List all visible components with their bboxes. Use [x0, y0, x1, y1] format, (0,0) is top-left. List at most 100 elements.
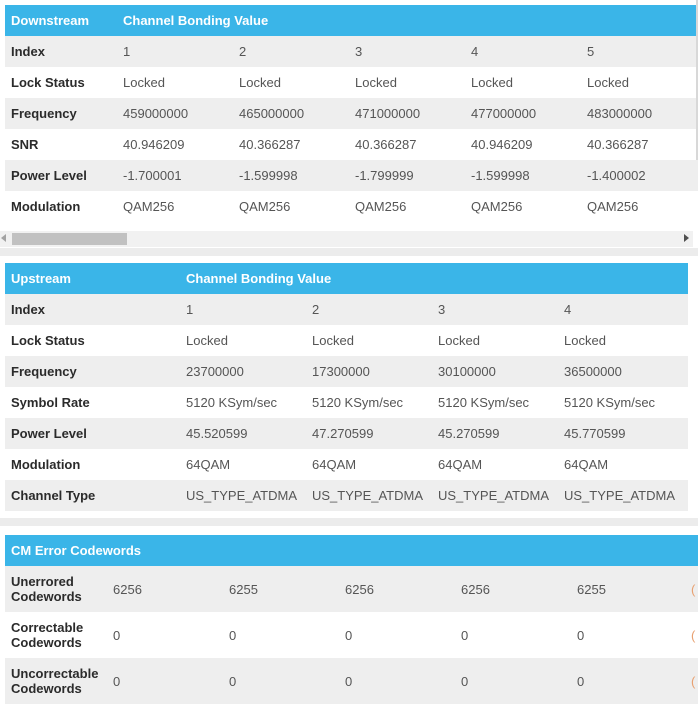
downstream-title: Downstream	[5, 5, 121, 36]
row-label: Frequency	[5, 98, 121, 129]
error-codewords-header-row: CM Error Codewords	[5, 535, 698, 566]
table-cell: Locked	[310, 325, 436, 356]
upstream-header-row: Upstream Channel Bonding Value	[5, 263, 688, 294]
scroll-right-arrow-icon[interactable]	[684, 234, 689, 242]
clipped-cell-edge: (	[691, 566, 698, 612]
table-row: Power Level -1.700001 -1.599998 -1.79999…	[5, 160, 698, 191]
table-cell: -1.400002	[585, 160, 698, 191]
table-cell: 0	[227, 658, 343, 704]
downstream-value-header: Channel Bonding Value	[121, 5, 698, 36]
table-cell: 483000000	[585, 98, 698, 129]
table-cell: 3	[436, 294, 562, 325]
row-label: Channel Type	[5, 480, 184, 511]
table-cell: 4	[469, 36, 585, 67]
scrollbar-thumb[interactable]	[12, 233, 127, 245]
table-cell: US_TYPE_ATDMA	[310, 480, 436, 511]
table-cell: Locked	[469, 67, 585, 98]
table-cell: 6255	[227, 566, 343, 612]
table-cell: 64QAM	[436, 449, 562, 480]
row-label: Power Level	[5, 160, 121, 191]
table-cell: Locked	[184, 325, 310, 356]
downstream-table: Downstream Channel Bonding Value Index 1…	[5, 5, 698, 222]
table-cell: Locked	[562, 325, 688, 356]
row-label-line2: Codewords	[11, 681, 82, 696]
table-cell: 6255	[575, 566, 691, 612]
table-cell: 64QAM	[562, 449, 688, 480]
table-cell: 0	[343, 612, 459, 658]
table-cell: -1.599998	[469, 160, 585, 191]
table-cell: Locked	[353, 67, 469, 98]
table-cell: 40.366287	[585, 129, 698, 160]
table-cell: US_TYPE_ATDMA	[184, 480, 310, 511]
upstream-title: Upstream	[5, 263, 184, 294]
table-cell: QAM256	[469, 191, 585, 222]
table-cell: 1	[184, 294, 310, 325]
table-cell: 465000000	[237, 98, 353, 129]
table-cell: 0	[111, 612, 227, 658]
table-row: Unerrored Codewords 6256 6255 6256 6256 6…	[5, 566, 698, 612]
row-label-line1: Uncorrectable	[11, 666, 99, 681]
upstream-table: Upstream Channel Bonding Value Index 1 2…	[5, 263, 688, 511]
row-label: Lock Status	[5, 325, 184, 356]
table-row: Channel Type US_TYPE_ATDMA US_TYPE_ATDMA…	[5, 480, 688, 511]
row-label-line2: Codewords	[11, 635, 82, 650]
table-row: SNR 40.946209 40.366287 40.366287 40.946…	[5, 129, 698, 160]
scroll-left-arrow-icon[interactable]	[1, 234, 6, 242]
table-cell: 2	[237, 36, 353, 67]
row-label: Power Level	[5, 418, 184, 449]
table-cell: -1.599998	[237, 160, 353, 191]
clipped-cell-edge: (	[691, 658, 698, 704]
table-cell: 5	[585, 36, 698, 67]
table-cell: 40.366287	[353, 129, 469, 160]
table-row: Correctable Codewords 0 0 0 0 0 (	[5, 612, 698, 658]
table-cell: 40.366287	[237, 129, 353, 160]
table-cell: 477000000	[469, 98, 585, 129]
table-cell: US_TYPE_ATDMA	[436, 480, 562, 511]
table-row: Lock Status Locked Locked Locked Locked	[5, 325, 688, 356]
table-cell: 4	[562, 294, 688, 325]
table-cell: 47.270599	[310, 418, 436, 449]
table-cell: 0	[575, 658, 691, 704]
table-cell: -1.799999	[353, 160, 469, 191]
row-label: Lock Status	[5, 67, 121, 98]
table-row: Frequency 23700000 17300000 30100000 365…	[5, 356, 688, 387]
downstream-header-row: Downstream Channel Bonding Value	[5, 5, 698, 36]
table-cell: US_TYPE_ATDMA	[562, 480, 688, 511]
table-row: Lock Status Locked Locked Locked Locked …	[5, 67, 698, 98]
row-label: Uncorrectable Codewords	[5, 658, 111, 704]
table-cell: 40.946209	[469, 129, 585, 160]
downstream-horizontal-scrollbar[interactable]	[0, 231, 693, 247]
table-cell: Locked	[436, 325, 562, 356]
row-label: Unerrored Codewords	[5, 566, 111, 612]
table-cell: 5120 KSym/sec	[436, 387, 562, 418]
table-cell: 30100000	[436, 356, 562, 387]
table-cell: 6256	[111, 566, 227, 612]
table-cell: 0	[227, 612, 343, 658]
table-cell: 6256	[343, 566, 459, 612]
right-edge-divider	[696, 0, 698, 160]
row-label-line2: Codewords	[11, 589, 82, 604]
table-cell: Locked	[585, 67, 698, 98]
row-label-line1: Correctable	[11, 620, 84, 635]
table-cell: 5120 KSym/sec	[184, 387, 310, 418]
table-cell: QAM256	[585, 191, 698, 222]
table-row: Symbol Rate 5120 KSym/sec 5120 KSym/sec …	[5, 387, 688, 418]
table-cell: 3	[353, 36, 469, 67]
table-row: Power Level 45.520599 47.270599 45.27059…	[5, 418, 688, 449]
row-label: Modulation	[5, 191, 121, 222]
table-row: Uncorrectable Codewords 0 0 0 0 0 (	[5, 658, 698, 704]
row-label: Index	[5, 294, 184, 325]
table-cell: QAM256	[121, 191, 237, 222]
table-cell: QAM256	[237, 191, 353, 222]
table-cell: 23700000	[184, 356, 310, 387]
table-cell: 2	[310, 294, 436, 325]
table-cell: 45.520599	[184, 418, 310, 449]
table-cell: 36500000	[562, 356, 688, 387]
table-cell: 459000000	[121, 98, 237, 129]
table-cell: 45.270599	[436, 418, 562, 449]
row-label: Index	[5, 36, 121, 67]
clipped-cell-edge: (	[691, 612, 698, 658]
table-row: Index 1 2 3 4 5	[5, 36, 698, 67]
table-cell: 0	[575, 612, 691, 658]
table-cell: 0	[459, 658, 575, 704]
